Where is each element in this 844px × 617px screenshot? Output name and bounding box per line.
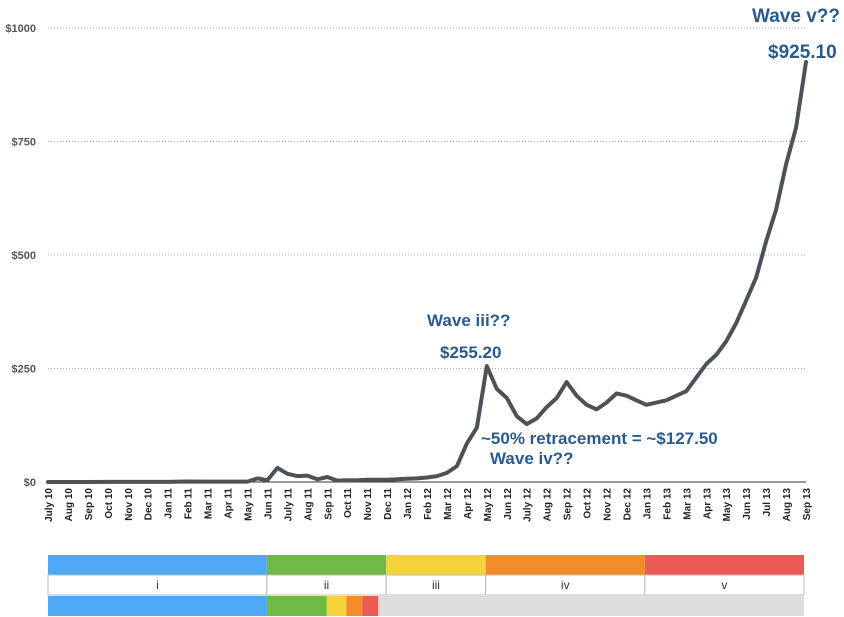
x-tick-label: Mar 11 <box>204 488 215 520</box>
x-tick-label: Sep 12 <box>563 488 574 521</box>
x-tick-label: Dec 10 <box>144 488 155 521</box>
x-tick-label: Feb 11 <box>184 488 195 520</box>
x-tick-label: Aug 12 <box>543 488 554 522</box>
x-tick-label: July 12 <box>523 488 534 522</box>
wave-color-segment <box>485 555 645 575</box>
y-tick-label: $1000 <box>5 23 36 35</box>
x-tick-label: Aug 13 <box>782 488 793 522</box>
x-tick-label: May 11 <box>243 488 254 521</box>
wave-legend-bar: i ii iii iv v <box>47 555 805 616</box>
y-tick-label: $0 <box>24 477 36 489</box>
y-axis-ticks: $0 $250 $500 $750 $1000 <box>5 23 36 489</box>
x-tick-label: July 11 <box>283 488 294 522</box>
x-tick-label: Jan 11 <box>164 488 175 519</box>
x-tick-label: Mar 13 <box>682 488 693 520</box>
x-tick-label: Jul 13 <box>762 488 773 517</box>
x-axis-ticks: July 10 Aug 10 Sep 10 Oct 10 Nov 10 Dec 10 Jan… <box>44 488 813 522</box>
x-tick-label: Jan 13 <box>642 488 653 520</box>
x-tick-label: Dec 11 <box>383 488 394 520</box>
y-tick-label: $500 <box>12 250 36 262</box>
mini-bar-segment <box>48 596 267 616</box>
x-tick-label: Apr 12 <box>463 488 474 520</box>
wave-label: v <box>721 578 727 592</box>
x-tick-label: Jun 12 <box>503 488 514 520</box>
x-tick-label: Sep 13 <box>802 488 813 521</box>
wave-label: ii <box>324 578 329 592</box>
x-tick-label: Jun 13 <box>742 488 753 520</box>
y-tick-label: $250 <box>12 364 36 376</box>
wave-label: iii <box>432 578 440 592</box>
x-tick-label: Apr 13 <box>702 488 713 520</box>
x-tick-label: Nov 10 <box>124 488 135 521</box>
x-tick-label: July 10 <box>44 488 55 522</box>
x-tick-label: Jun 11 <box>263 488 274 520</box>
y-tick-label: $750 <box>12 137 36 149</box>
wave-color-segment <box>386 555 486 575</box>
x-tick-label: Dec 12 <box>622 488 633 521</box>
x-tick-label: Oct 11 <box>343 488 354 518</box>
x-tick-label: Feb 13 <box>662 488 673 520</box>
mini-bar-segment <box>326 596 347 616</box>
x-tick-label: Nov 12 <box>603 488 614 521</box>
x-tick-label: May 12 <box>483 488 494 522</box>
annotation-wave-iv: Wave iv?? <box>490 449 573 468</box>
annotations: Wave v?? $925.10 Wave iii?? $255.20 ~50%… <box>427 6 840 468</box>
x-tick-label: Nov 11 <box>363 488 374 521</box>
gridlines <box>48 27 806 369</box>
x-tick-label: Aug 11 <box>303 488 314 521</box>
mini-bar-segment <box>266 596 327 616</box>
wave-color-segment <box>48 555 267 575</box>
x-tick-label: Sep 10 <box>84 488 95 521</box>
x-tick-label: May 13 <box>722 488 733 522</box>
wave-label-cell <box>644 574 805 596</box>
x-tick-label: Mar 12 <box>443 488 454 520</box>
annotation-wave-iii: Wave iii?? <box>427 311 510 330</box>
x-tick-label: Aug 10 <box>64 488 75 522</box>
mini-bar-segment <box>346 596 363 616</box>
wave-color-segment <box>266 555 387 575</box>
annotation-wave-iii-price: $255.20 <box>440 343 501 362</box>
x-tick-label: Oct 12 <box>583 488 594 519</box>
wave-label: iv <box>561 578 570 592</box>
annotation-wave-v: Wave v?? <box>752 6 840 27</box>
mini-bar-segment <box>362 596 379 616</box>
x-tick-label: Jan 12 <box>403 488 414 520</box>
price-line-series <box>46 60 808 484</box>
annotation-wave-v-price: $925.10 <box>768 42 837 63</box>
x-tick-label: Oct 10 <box>104 488 115 519</box>
wave-color-segment <box>644 555 804 575</box>
annotation-retracement: ~50% retracement = ~$127.50 <box>481 429 718 448</box>
x-tick-label: Feb 12 <box>423 488 434 520</box>
wave-label: i <box>156 578 159 592</box>
x-tick-label: Sep 11 <box>323 488 334 520</box>
x-tick-label: Apr 11 <box>224 488 235 519</box>
